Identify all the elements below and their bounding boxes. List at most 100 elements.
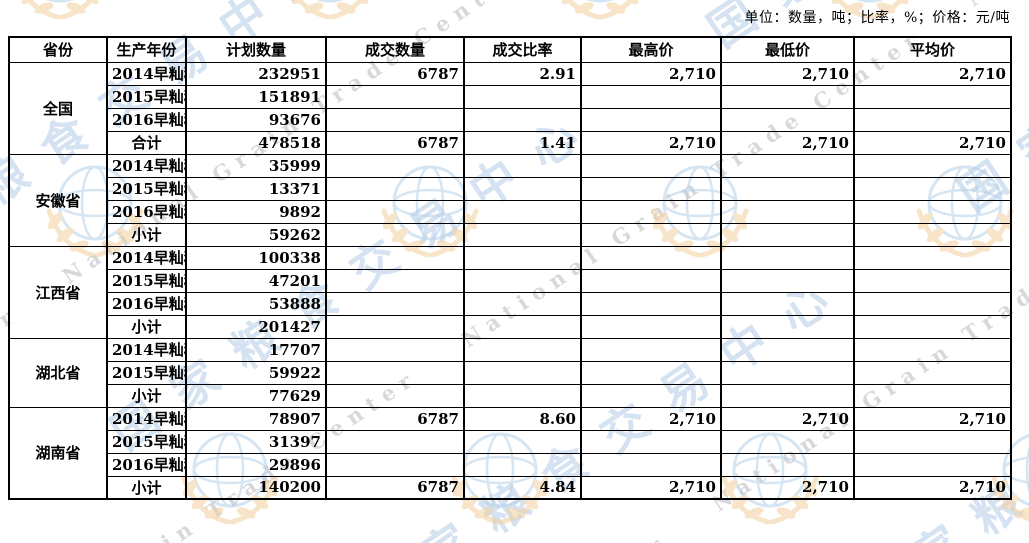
deal-qty-cell bbox=[325, 222, 465, 247]
deal-ratio-cell bbox=[463, 84, 582, 109]
deal-qty-cell bbox=[325, 314, 465, 339]
deal-ratio-cell: 8.60 bbox=[463, 406, 582, 431]
deal-qty-cell: 6787 bbox=[325, 406, 465, 431]
low-price-cell bbox=[720, 153, 855, 178]
planned-qty-cell: 78907 bbox=[185, 406, 327, 431]
low-price-cell bbox=[720, 291, 855, 316]
subtotal-label-cell: 小计 bbox=[106, 475, 187, 500]
year-cell: 2014早籼稻 bbox=[106, 245, 187, 270]
deal-ratio-cell bbox=[463, 452, 582, 477]
avg-price-cell bbox=[853, 291, 1012, 316]
high-price-cell bbox=[580, 291, 722, 316]
avg-price-cell bbox=[853, 314, 1012, 339]
avg-price-cell bbox=[853, 222, 1012, 247]
planned-qty-cell: 17707 bbox=[185, 337, 327, 362]
province-cell: 湖南省 bbox=[8, 406, 108, 500]
deal-qty-cell: 6787 bbox=[325, 475, 465, 500]
high-price-cell: 2,710 bbox=[580, 406, 722, 431]
deal-ratio-cell bbox=[463, 245, 582, 270]
deal-ratio-cell bbox=[463, 222, 582, 247]
low-price-cell bbox=[720, 176, 855, 201]
high-price-cell bbox=[580, 199, 722, 224]
avg-price-cell: 2,710 bbox=[853, 130, 1012, 155]
high-price-cell bbox=[580, 360, 722, 385]
year-cell: 2015早籼稻 bbox=[106, 429, 187, 454]
planned-qty-cell: 13371 bbox=[185, 176, 327, 201]
province-cell: 安徽省 bbox=[8, 153, 108, 247]
column-header: 最高价 bbox=[580, 36, 722, 63]
year-cell: 2014早籼稻 bbox=[106, 153, 187, 178]
planned-qty-cell: 140200 bbox=[185, 475, 327, 500]
planned-qty-cell: 93676 bbox=[185, 107, 327, 132]
avg-price-cell: 2,710 bbox=[853, 406, 1012, 431]
year-cell: 2016早籼稻 bbox=[106, 452, 187, 477]
avg-price-cell bbox=[853, 268, 1012, 293]
low-price-cell bbox=[720, 84, 855, 109]
avg-price-cell bbox=[853, 383, 1012, 408]
deal-ratio-cell bbox=[463, 268, 582, 293]
year-cell: 2014早籼稻 bbox=[106, 406, 187, 431]
deal-ratio-cell bbox=[463, 337, 582, 362]
column-header: 省份 bbox=[8, 36, 108, 63]
table-row: 小计 59262 bbox=[9, 222, 1012, 247]
subtotal-label-cell: 合计 bbox=[106, 130, 187, 155]
deal-qty-cell: 6787 bbox=[325, 61, 465, 86]
avg-price-cell bbox=[853, 360, 1012, 385]
high-price-cell bbox=[580, 84, 722, 109]
high-price-cell bbox=[580, 222, 722, 247]
table-row: 2015早籼稻151891 bbox=[9, 84, 1012, 109]
planned-qty-cell: 151891 bbox=[185, 84, 327, 109]
deal-ratio-cell bbox=[463, 314, 582, 339]
year-cell: 2016早籼稻 bbox=[106, 291, 187, 316]
deal-qty-cell bbox=[325, 84, 465, 109]
deal-qty-cell bbox=[325, 291, 465, 316]
table-row: 小计 140200 6787 4.84 2,710 2,710 2,710 bbox=[9, 475, 1012, 500]
high-price-cell: 2,710 bbox=[580, 130, 722, 155]
globe-wheat-logo-watermark bbox=[0, 0, 120, 35]
deal-ratio-cell bbox=[463, 383, 582, 408]
table-row: 合计 478518 6787 1.41 2,710 2,710 2,710 bbox=[9, 130, 1012, 155]
deal-ratio-cell bbox=[463, 107, 582, 132]
column-header: 最低价 bbox=[720, 36, 855, 63]
planned-qty-cell: 77629 bbox=[185, 383, 327, 408]
deal-qty-cell: 6787 bbox=[325, 130, 465, 155]
year-cell: 2015早籼稻 bbox=[106, 84, 187, 109]
deal-qty-cell bbox=[325, 383, 465, 408]
year-cell: 2015早籼稻 bbox=[106, 268, 187, 293]
table-row: 湖北省2014早籼稻17707 bbox=[8, 337, 1012, 408]
deal-qty-cell bbox=[325, 245, 465, 270]
deal-qty-cell bbox=[325, 176, 465, 201]
avg-price-cell bbox=[853, 176, 1012, 201]
table-row: 江西省2014早籼稻100338 bbox=[8, 245, 1012, 339]
low-price-cell bbox=[720, 383, 855, 408]
table-row: 2015早籼稻59922 bbox=[9, 360, 1012, 385]
year-cell: 2016早籼稻 bbox=[106, 107, 187, 132]
table-row: 安徽省2014早籼稻35999 bbox=[8, 153, 1012, 247]
planned-qty-cell: 9892 bbox=[185, 199, 327, 224]
low-price-cell: 2,710 bbox=[720, 406, 855, 431]
province-cell: 湖北省 bbox=[8, 337, 108, 408]
high-price-cell bbox=[580, 383, 722, 408]
year-cell: 2015早籼稻 bbox=[106, 360, 187, 385]
planned-qty-cell: 100338 bbox=[185, 245, 327, 270]
table-row: 2015早籼稻47201 bbox=[9, 268, 1012, 293]
planned-qty-cell: 478518 bbox=[185, 130, 327, 155]
high-price-cell bbox=[580, 452, 722, 477]
deal-ratio-cell: 4.84 bbox=[463, 475, 582, 500]
year-cell: 2015早籼稻 bbox=[106, 176, 187, 201]
table-row: 2016早籼稻53888 bbox=[9, 291, 1012, 316]
deal-ratio-cell bbox=[463, 429, 582, 454]
unit-note: 单位：数量，吨；比率，%；价格：元/吨 bbox=[744, 10, 1010, 26]
deal-qty-cell bbox=[325, 360, 465, 385]
high-price-cell bbox=[580, 268, 722, 293]
high-price-cell bbox=[580, 107, 722, 132]
avg-price-cell bbox=[853, 84, 1012, 109]
low-price-cell bbox=[720, 199, 855, 224]
year-cell: 2014早籼稻 bbox=[106, 61, 187, 86]
low-price-cell bbox=[720, 360, 855, 385]
avg-price-cell: 2,710 bbox=[853, 475, 1012, 500]
low-price-cell bbox=[720, 222, 855, 247]
